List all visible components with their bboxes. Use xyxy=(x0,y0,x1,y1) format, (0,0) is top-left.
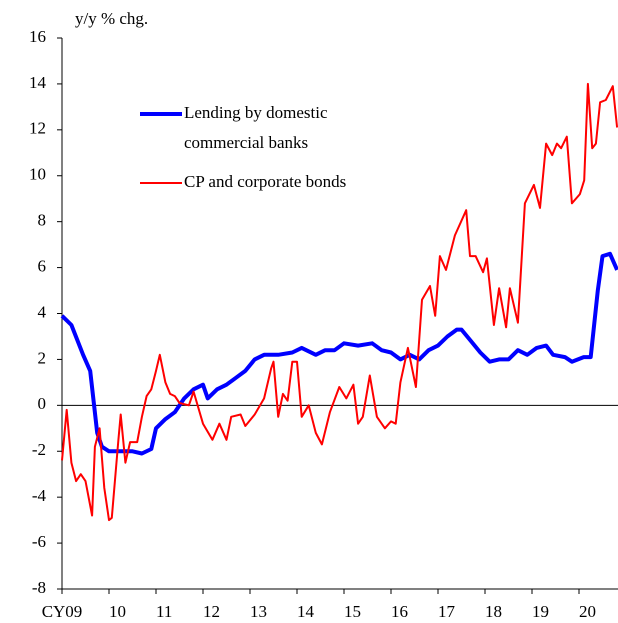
y-tick-label: 0 xyxy=(38,394,47,413)
y-tick-label: 16 xyxy=(29,27,46,46)
x-tick-label: 15 xyxy=(344,602,361,621)
x-tick-label: 14 xyxy=(297,602,315,621)
y-tick-label: 2 xyxy=(38,348,47,367)
y-tick-label: 10 xyxy=(29,165,46,184)
x-tick-label: 11 xyxy=(156,602,172,621)
x-tick-label: 16 xyxy=(391,602,408,621)
legend-label: Lending by domestic xyxy=(184,103,328,122)
y-tick-label: 14 xyxy=(29,73,47,92)
x-tick-label: 12 xyxy=(203,602,220,621)
x-tick-label: 17 xyxy=(438,602,456,621)
x-tick-label: 20 xyxy=(579,602,596,621)
x-tick-label: 18 xyxy=(485,602,502,621)
y-tick-label: -2 xyxy=(32,440,46,459)
y-tick-label: 12 xyxy=(29,119,46,138)
series-line xyxy=(60,251,618,456)
y-axis-label: y/y % chg. xyxy=(75,9,148,28)
y-tick-label: 8 xyxy=(38,211,47,230)
y-tick-label: -4 xyxy=(32,486,47,505)
x-tick-label: 13 xyxy=(250,602,267,621)
y-tick-label: -6 xyxy=(32,532,46,551)
y-tick-label: -8 xyxy=(32,578,46,597)
legend-label: CP and corporate bonds xyxy=(184,172,346,191)
legend-label: commercial banks xyxy=(184,133,308,152)
x-tick-label: 19 xyxy=(532,602,549,621)
series-line xyxy=(61,82,618,522)
y-tick-label: 6 xyxy=(38,256,47,275)
x-tick-label: CY09 xyxy=(42,602,83,621)
y-tick-label: 4 xyxy=(38,302,47,321)
x-tick-label: 10 xyxy=(109,602,126,621)
